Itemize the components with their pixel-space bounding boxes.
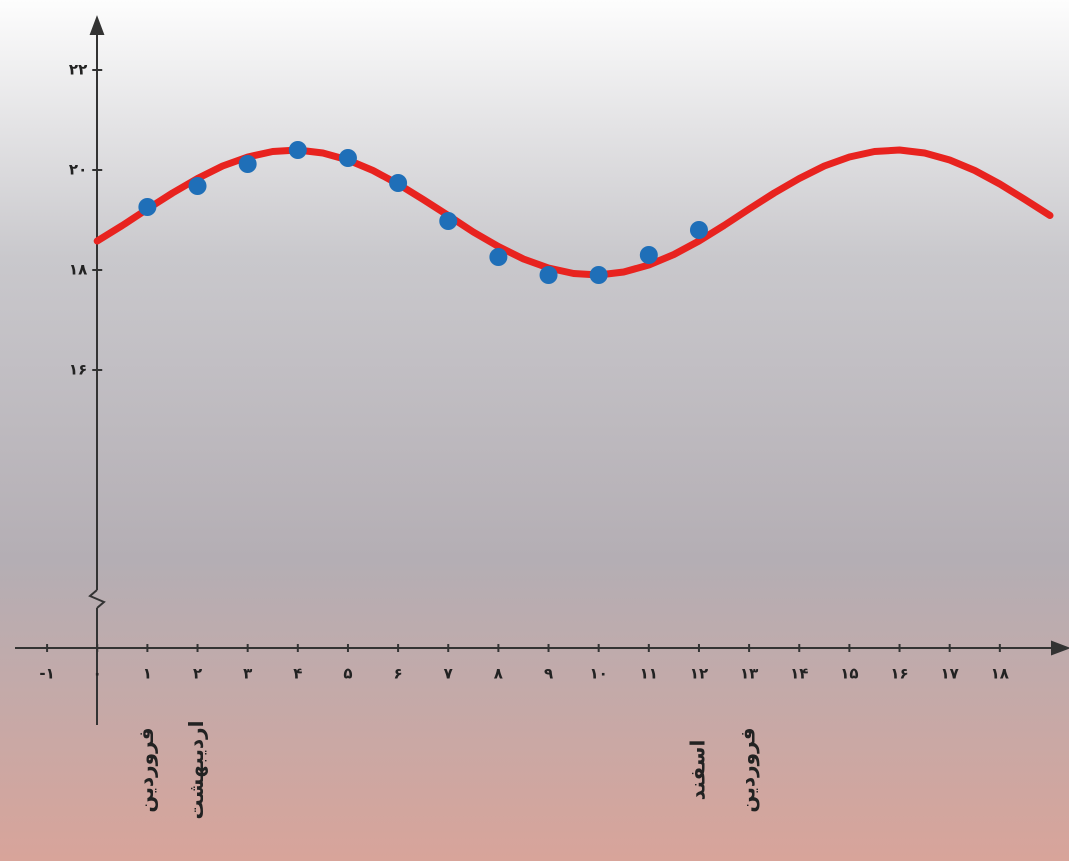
x-tick-label: ۳ — [243, 665, 252, 683]
y-tick-label: ۲۲ — [69, 61, 87, 79]
month-label: اسفند — [685, 740, 709, 801]
data-point — [439, 212, 457, 230]
x-tick-label: ۸ — [494, 665, 503, 683]
data-point — [690, 221, 708, 239]
data-point — [540, 266, 558, 284]
month-label: اردیبهشت — [184, 720, 208, 819]
x-tick-label: ۷ — [444, 665, 453, 683]
data-point — [590, 266, 608, 284]
x-tick-label: ۰ — [93, 665, 102, 683]
x-tick-label: ۱ — [143, 665, 152, 683]
chart: ۱۶۱۸۲۰۲۲-۱۰۱۲۳۴۵۶۷۸۹۱۰۱۱۱۲۱۳۱۴۱۵۱۶۱۷۱۸فر… — [0, 0, 1069, 861]
x-tick-label: ۱۳ — [740, 665, 758, 683]
y-tick-label: ۲۰ — [69, 161, 87, 179]
data-point — [640, 246, 658, 264]
y-tick-label: ۱۶ — [69, 361, 87, 379]
data-point — [189, 177, 207, 195]
month-label: فروردین — [134, 727, 158, 812]
x-tick-label: ۱۰ — [590, 665, 608, 683]
data-point — [389, 174, 407, 192]
x-tick-label: ۶ — [394, 665, 403, 683]
x-tick-label: ۱۴ — [790, 665, 808, 683]
x-tick-label: ۴ — [293, 665, 302, 683]
x-tick-label: ۱۵ — [840, 665, 858, 683]
data-point — [138, 198, 156, 216]
x-tick-label: ۱۲ — [690, 665, 708, 683]
month-label: فروردین — [736, 727, 760, 812]
x-tick-label: ۱۱ — [640, 665, 658, 683]
data-point — [489, 248, 507, 266]
x-tick-label: ۲ — [193, 665, 202, 683]
x-tick-label: ۹ — [544, 665, 553, 683]
x-tick-label: ۵ — [343, 665, 352, 683]
data-point — [289, 141, 307, 159]
data-point — [239, 155, 257, 173]
x-tick-label: ۱۸ — [991, 665, 1009, 683]
x-tick-label: ۱۶ — [890, 665, 908, 683]
x-tick-label: -۱ — [39, 665, 54, 683]
background — [0, 0, 1069, 861]
x-tick-label: ۱۷ — [941, 665, 959, 683]
y-tick-label: ۱۸ — [69, 261, 87, 279]
data-point — [339, 149, 357, 167]
